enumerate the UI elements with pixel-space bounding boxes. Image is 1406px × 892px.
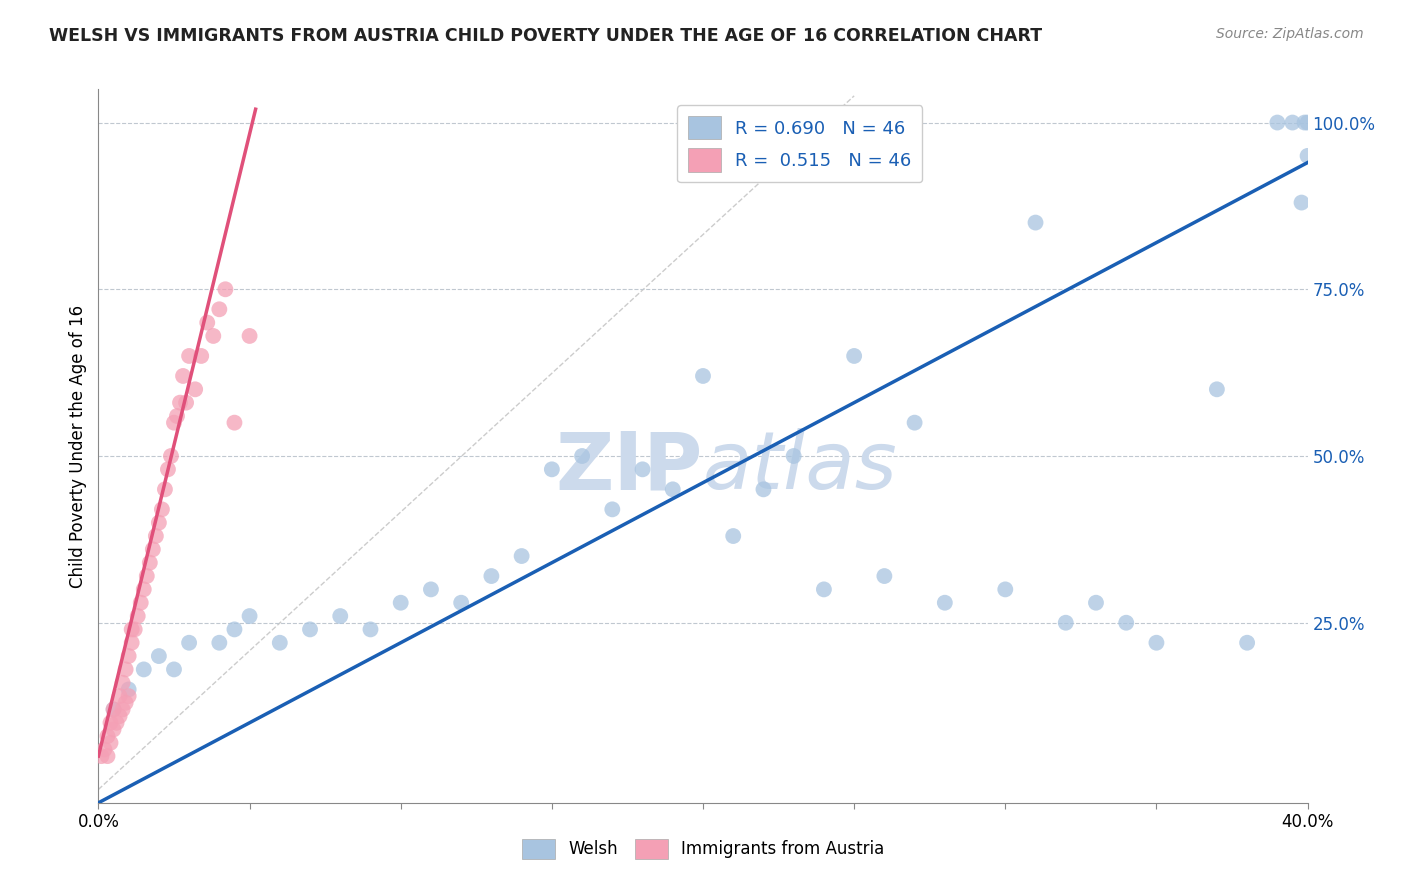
Point xyxy=(108,709,131,723)
Point xyxy=(150,502,173,516)
Text: ZIP: ZIP xyxy=(555,428,703,507)
Point xyxy=(1296,149,1319,163)
Point xyxy=(631,462,654,476)
Point xyxy=(1115,615,1137,630)
Text: atlas: atlas xyxy=(703,428,898,507)
Point xyxy=(148,649,170,664)
Point xyxy=(163,662,186,676)
Point xyxy=(510,549,533,563)
Y-axis label: Child Poverty Under the Age of 16: Child Poverty Under the Age of 16 xyxy=(69,304,87,588)
Point xyxy=(118,689,141,703)
Point xyxy=(239,329,262,343)
Point xyxy=(1085,596,1108,610)
Point xyxy=(208,636,231,650)
Point xyxy=(121,623,143,637)
Point xyxy=(142,542,165,557)
Point xyxy=(118,649,141,664)
Point xyxy=(179,349,201,363)
Point xyxy=(195,316,218,330)
Point xyxy=(602,502,624,516)
Point xyxy=(132,582,155,597)
Point xyxy=(135,569,157,583)
Point xyxy=(108,689,131,703)
Point xyxy=(1296,115,1319,129)
Point xyxy=(96,729,118,743)
Point xyxy=(166,409,188,423)
Point xyxy=(481,569,503,583)
Point xyxy=(1024,216,1046,230)
Point xyxy=(121,636,143,650)
Point xyxy=(214,282,236,296)
Point xyxy=(994,582,1017,597)
Point xyxy=(239,609,262,624)
Point xyxy=(184,382,207,396)
Point xyxy=(90,749,112,764)
Point xyxy=(118,682,141,697)
Point xyxy=(100,736,122,750)
Point xyxy=(420,582,443,597)
Point xyxy=(156,462,179,476)
Point xyxy=(783,449,806,463)
Point xyxy=(148,516,170,530)
Point xyxy=(360,623,382,637)
Point xyxy=(145,529,167,543)
Point xyxy=(111,675,134,690)
Point xyxy=(389,596,412,610)
Point xyxy=(224,416,246,430)
Point xyxy=(103,723,125,737)
Point xyxy=(904,416,927,430)
Point xyxy=(661,483,683,497)
Point xyxy=(160,449,183,463)
Point xyxy=(540,462,562,476)
Point xyxy=(1236,636,1258,650)
Point xyxy=(692,368,714,383)
Point xyxy=(752,483,775,497)
Point xyxy=(103,702,125,716)
Point xyxy=(124,623,146,637)
Point xyxy=(329,609,352,624)
Text: Source: ZipAtlas.com: Source: ZipAtlas.com xyxy=(1216,27,1364,41)
Point xyxy=(129,596,152,610)
Point xyxy=(813,582,835,597)
Point xyxy=(1206,382,1229,396)
Point xyxy=(103,702,125,716)
Point xyxy=(208,302,231,317)
Point xyxy=(114,696,136,710)
Point xyxy=(1291,195,1313,210)
Point xyxy=(224,623,246,637)
Point xyxy=(1144,636,1167,650)
Point xyxy=(96,749,118,764)
Point xyxy=(934,596,956,610)
Point xyxy=(190,349,212,363)
Point xyxy=(93,742,115,756)
Point xyxy=(174,395,197,409)
Point xyxy=(100,715,122,730)
Point xyxy=(139,556,162,570)
Point xyxy=(1267,115,1289,129)
Point xyxy=(299,623,322,637)
Point xyxy=(169,395,191,409)
Point xyxy=(1054,615,1077,630)
Point xyxy=(163,416,186,430)
Point xyxy=(105,715,128,730)
Point xyxy=(114,662,136,676)
Point xyxy=(723,529,745,543)
Point xyxy=(111,702,134,716)
Point xyxy=(1294,115,1316,129)
Point xyxy=(269,636,291,650)
Point xyxy=(172,368,194,383)
Text: WELSH VS IMMIGRANTS FROM AUSTRIA CHILD POVERTY UNDER THE AGE OF 16 CORRELATION C: WELSH VS IMMIGRANTS FROM AUSTRIA CHILD P… xyxy=(49,27,1042,45)
Point xyxy=(873,569,896,583)
Point xyxy=(127,609,149,624)
Point xyxy=(153,483,176,497)
Point xyxy=(844,349,866,363)
Point xyxy=(132,662,155,676)
Point xyxy=(179,636,201,650)
Point xyxy=(202,329,225,343)
Point xyxy=(571,449,593,463)
Point xyxy=(450,596,472,610)
Legend: Welsh, Immigrants from Austria: Welsh, Immigrants from Austria xyxy=(515,832,891,866)
Point xyxy=(1281,115,1303,129)
